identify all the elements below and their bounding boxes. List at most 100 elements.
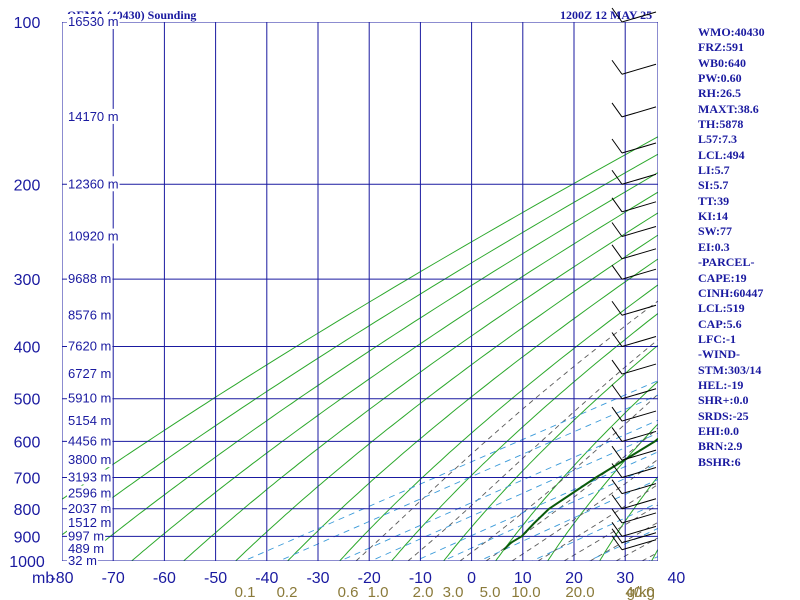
wind-barb xyxy=(621,248,657,260)
wind-barb xyxy=(621,467,657,478)
height-label-bg xyxy=(67,228,120,244)
height-label-bg xyxy=(67,433,113,449)
stat-item: TT:39 xyxy=(698,193,730,208)
stats-panel: WMO:40430 FRZ:591 WB0:640 PW:0.60 RH:26.5 MAX… xyxy=(698,25,765,470)
wind-barb-flag xyxy=(611,244,623,260)
wind-barb xyxy=(621,512,657,524)
height-label: 12360 m xyxy=(68,176,119,191)
moist-adiabat xyxy=(459,393,658,561)
stat-item: KI:14 xyxy=(698,209,728,224)
height-label-bg xyxy=(67,553,98,568)
mixing-ratio-line xyxy=(339,419,658,561)
wind-barb-flag xyxy=(611,332,623,347)
mixing-ratio-line xyxy=(587,527,658,561)
dry-adiabats xyxy=(62,136,658,561)
wind-barb-flag xyxy=(611,59,623,75)
height-label-bg xyxy=(67,366,113,382)
temperature-tick-label: -10 xyxy=(409,570,432,587)
wind-barb xyxy=(621,449,657,461)
wind-barb xyxy=(621,483,657,495)
stat-item: FRZ:591 xyxy=(698,40,744,55)
height-label: 7620 m xyxy=(68,339,111,354)
mixing-ratio-label: 5.0 xyxy=(480,584,501,600)
wind-barb-flag xyxy=(611,463,623,478)
height-label-bg xyxy=(67,452,113,468)
wind-barb-flag xyxy=(611,264,623,280)
pressure-tick-label: 100 xyxy=(14,15,41,32)
stat-item: BSHR:6 xyxy=(698,454,741,469)
stat-item: HEL:-19 xyxy=(698,377,744,392)
wind-barb-flag xyxy=(611,427,623,442)
stat-item: LFC:-1 xyxy=(698,331,736,346)
wind-barb xyxy=(621,201,657,213)
mixing-ratio-label: 0.2 xyxy=(277,584,298,600)
height-label-bg xyxy=(67,307,113,323)
wind-barb-flag xyxy=(611,169,623,185)
height-label-bg xyxy=(67,108,120,124)
height-label-bg xyxy=(67,390,113,406)
pressure-tick-label: 900 xyxy=(14,529,41,546)
temperature-tick-label: 30 xyxy=(616,570,634,587)
wind-barb xyxy=(621,532,657,544)
wind-barb-flag xyxy=(611,384,623,400)
dry-adiabat xyxy=(78,171,658,561)
wind-barb-flag xyxy=(611,528,623,544)
stat-item: EI:0.3 xyxy=(698,239,730,254)
stat-item: LI:5.7 xyxy=(698,163,730,178)
temperature-tick-label: -70 xyxy=(102,570,125,587)
wind-barb-flag xyxy=(611,445,623,461)
wind-barb-flag xyxy=(611,522,623,537)
height-label: 3193 m xyxy=(68,470,111,485)
dry-adiabat xyxy=(547,423,658,561)
height-label: 16530 m xyxy=(68,14,119,29)
wind-barb-flag xyxy=(611,138,623,154)
wind-barb xyxy=(621,226,657,237)
mixing-ratio-unit-label: g/kg xyxy=(627,584,655,600)
stat-item: RH:26.5 xyxy=(698,86,741,101)
height-label-bg xyxy=(67,176,120,192)
dry-adiabat xyxy=(286,258,658,561)
mixing-ratio-label: 3.0 xyxy=(443,584,464,600)
wind-barb xyxy=(621,106,657,118)
wind-barb xyxy=(621,173,657,185)
height-label-bg xyxy=(67,485,113,501)
height-label: 14170 m xyxy=(68,109,119,124)
wind-barb-flag xyxy=(611,494,623,510)
wind-barb-flag xyxy=(611,535,623,551)
wind-barbs xyxy=(611,7,657,551)
mixing-ratio-line xyxy=(242,380,658,561)
mixing-ratio-line xyxy=(530,502,658,561)
temperature-tick-label: 0 xyxy=(467,570,476,587)
wind-barb-flag xyxy=(611,479,623,494)
y-axis-unit-label: mb xyxy=(32,570,54,587)
moist-adiabat xyxy=(563,504,658,561)
dry-adiabat xyxy=(62,153,658,536)
wind-barb xyxy=(621,142,657,154)
stat-item: MAXT:38.6 xyxy=(698,101,759,116)
dry-adiabat xyxy=(494,380,658,561)
dewpoint-line xyxy=(503,437,658,551)
stat-item: LCL:494 xyxy=(698,147,745,162)
mixing-ratio-label: 10.0 xyxy=(511,584,540,600)
wind-barb xyxy=(621,525,657,537)
pressure-tick-label: 500 xyxy=(14,392,41,409)
pressure-tick-label: 800 xyxy=(14,502,41,519)
height-label-bg xyxy=(67,469,113,485)
wind-barb xyxy=(621,498,657,510)
wind-barb-flag xyxy=(611,359,623,375)
temperature-tick-label: -20 xyxy=(358,570,381,587)
grid xyxy=(62,22,658,561)
temperature-tick-label: -60 xyxy=(153,570,176,587)
wind-barb-flag xyxy=(611,300,623,316)
stat-item: SW:77 xyxy=(698,224,733,239)
temperature-tick-label: -50 xyxy=(204,570,227,587)
stat-item: CAPE:19 xyxy=(698,270,747,285)
chart-timestamp: 1200Z 12 MAY 25 xyxy=(560,8,653,22)
wind-barb-flag xyxy=(611,222,623,237)
dry-adiabat xyxy=(62,136,658,500)
height-label: 9688 m xyxy=(68,271,111,286)
pressure-tick-label: 200 xyxy=(14,177,41,194)
moist-adiabat xyxy=(589,521,658,561)
